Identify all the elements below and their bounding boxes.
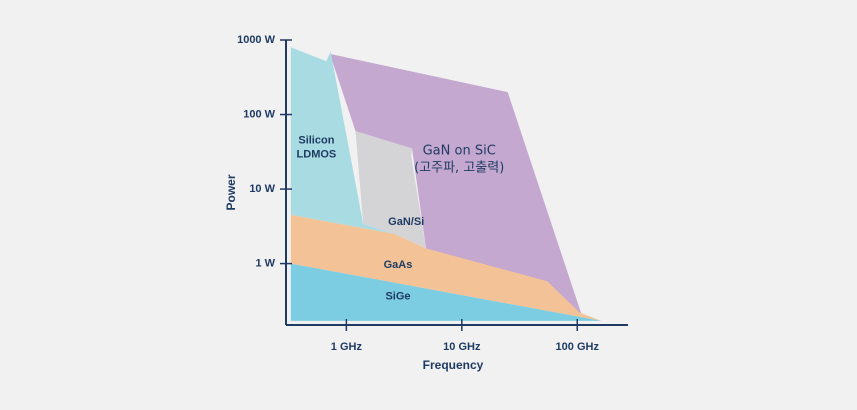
region-gan-si <box>355 131 426 249</box>
region-label-gan-on-sic-line-2: (고주파, 고출력) <box>414 160 504 175</box>
x-tick-label: 1 GHz <box>331 341 363 353</box>
y-tick-label: 10 W <box>249 183 275 195</box>
region-sige <box>290 263 602 321</box>
region-label-silicon-ldmos-line-2: LDMOS <box>297 149 337 161</box>
y-tick-label: 1000 W <box>237 34 276 46</box>
region-label-gan-si: GaN/Si <box>388 216 424 228</box>
chart-region-labels: GaN on SiC (고주파, 고출력) GaN/Si Silicon LDMOS Ga… <box>297 135 505 303</box>
region-label-gaas: GaAs <box>384 259 413 271</box>
y-axis-title: Power <box>224 174 238 210</box>
region-label-sige: SiGe <box>385 291 410 303</box>
chart-axes: 1 W 10 W 100 W 1000 W 1 GHz 10 GHz 100 GHz Freq… <box>224 34 628 372</box>
region-label-silicon-ldmos-line-1: Silicon <box>298 135 334 147</box>
chart-regions <box>290 47 602 321</box>
region-label-gan-on-sic-line-1: GaN on SiC <box>423 143 496 158</box>
x-tick-label: 100 GHz <box>556 341 600 353</box>
region-gaas <box>290 214 602 321</box>
region-silicon-ldmos <box>290 47 395 234</box>
y-tick-label: 100 W <box>243 108 275 120</box>
x-axis-title: Frequency <box>423 358 484 372</box>
region-gan-on-sic <box>329 53 582 316</box>
y-tick-label: 1 W <box>255 257 275 269</box>
x-tick-label: 10 GHz <box>443 341 481 353</box>
